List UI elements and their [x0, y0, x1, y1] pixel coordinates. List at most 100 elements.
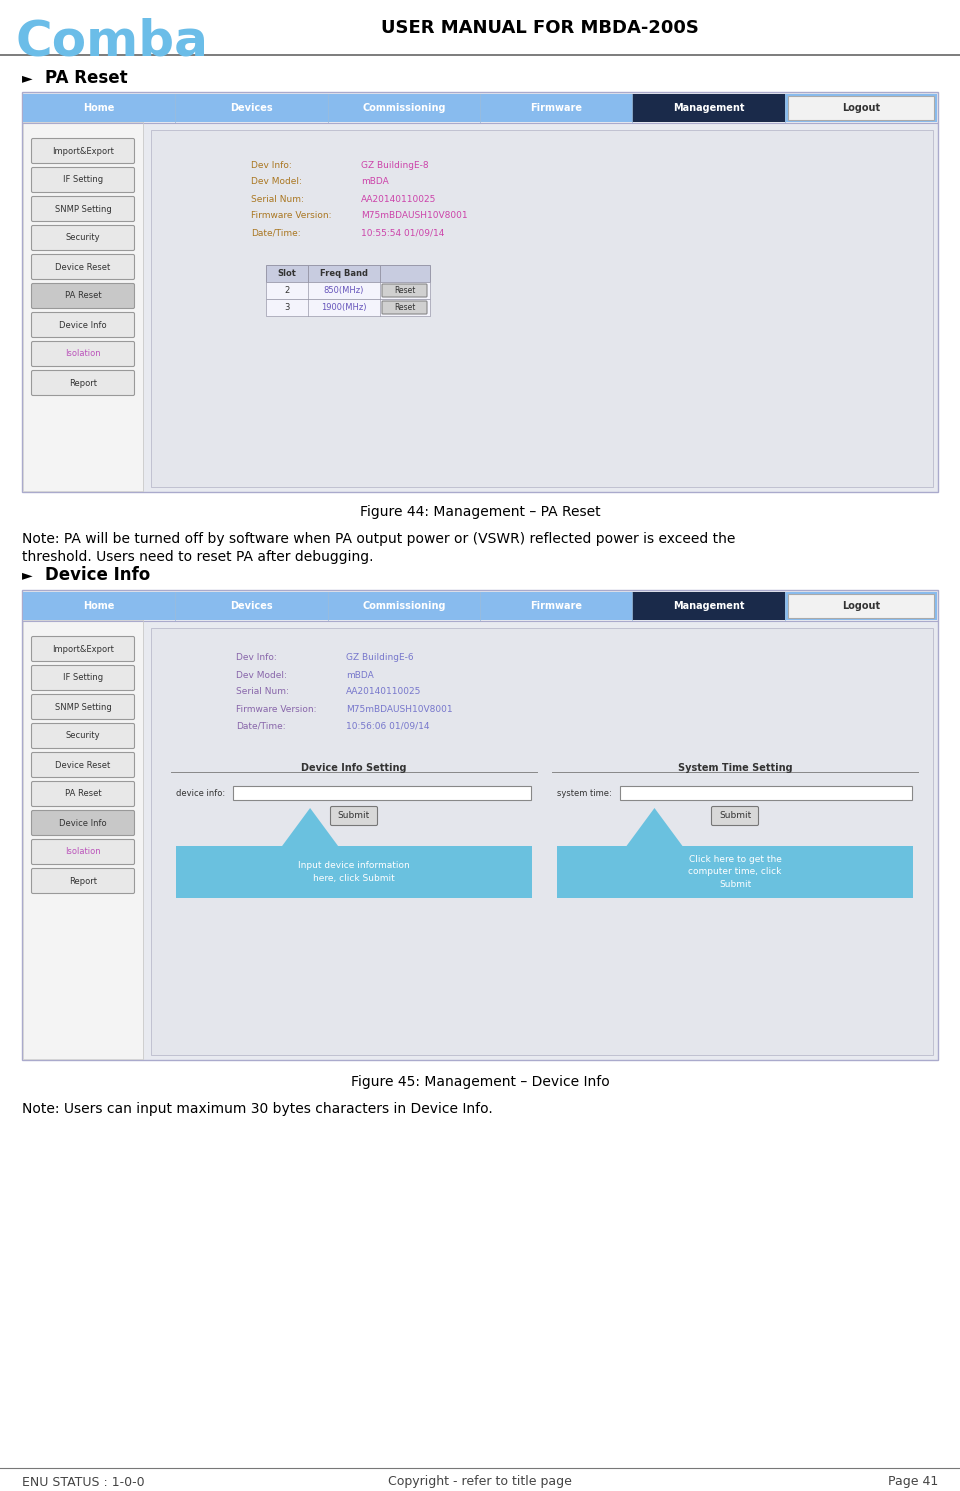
Text: Firmware: Firmware: [530, 601, 582, 611]
Text: PA Reset: PA Reset: [64, 292, 102, 301]
FancyBboxPatch shape: [32, 839, 134, 865]
Text: USER MANUAL FOR MBDA-200S: USER MANUAL FOR MBDA-200S: [381, 19, 699, 37]
Polygon shape: [627, 808, 683, 845]
Bar: [151, 130, 933, 488]
FancyBboxPatch shape: [32, 225, 134, 250]
Bar: [22, 590, 938, 1060]
Text: IF Setting: IF Setting: [63, 674, 103, 683]
Text: Serial Num:: Serial Num:: [251, 194, 304, 203]
Bar: [620, 786, 912, 801]
FancyBboxPatch shape: [32, 370, 134, 395]
Text: 1900(MHz): 1900(MHz): [322, 303, 367, 312]
Text: Dev Model:: Dev Model:: [251, 177, 301, 186]
FancyBboxPatch shape: [32, 341, 134, 367]
Text: 3: 3: [284, 303, 290, 312]
Text: Submit: Submit: [719, 811, 751, 820]
Text: Comba: Comba: [15, 18, 208, 66]
FancyBboxPatch shape: [32, 139, 134, 164]
Text: mBDA: mBDA: [346, 671, 373, 680]
Text: Home: Home: [84, 601, 115, 611]
Text: Firmware Version:: Firmware Version:: [251, 212, 331, 221]
Bar: [266, 282, 430, 300]
Text: 10:55:54 01/09/14: 10:55:54 01/09/14: [361, 228, 444, 237]
Text: Device Info: Device Info: [60, 819, 107, 828]
Text: Security: Security: [65, 234, 100, 243]
Text: Freq Band: Freq Band: [320, 268, 368, 277]
Text: ENU STATUS : 1-0-0: ENU STATUS : 1-0-0: [22, 1476, 145, 1488]
Text: Commissioning: Commissioning: [362, 103, 445, 113]
Text: Report: Report: [69, 877, 97, 886]
Text: Date/Time:: Date/Time:: [251, 228, 300, 237]
Text: System Time Setting: System Time Setting: [678, 763, 792, 772]
FancyBboxPatch shape: [330, 807, 377, 826]
Bar: [557, 845, 913, 898]
Text: Management: Management: [673, 601, 744, 611]
FancyBboxPatch shape: [32, 868, 134, 893]
FancyBboxPatch shape: [32, 167, 134, 192]
Text: threshold. Users need to reset PA after debugging.: threshold. Users need to reset PA after …: [22, 550, 373, 564]
Text: ►: ►: [22, 72, 33, 85]
FancyBboxPatch shape: [32, 665, 134, 690]
Text: ►: ►: [22, 568, 33, 581]
Bar: [176, 845, 532, 898]
Text: SNMP Setting: SNMP Setting: [55, 204, 111, 213]
Text: Slot: Slot: [277, 268, 297, 277]
Text: Copyright - refer to title page: Copyright - refer to title page: [388, 1476, 572, 1488]
FancyBboxPatch shape: [32, 197, 134, 222]
FancyBboxPatch shape: [32, 637, 134, 662]
Bar: [266, 265, 430, 282]
Text: mBDA: mBDA: [361, 177, 389, 186]
FancyBboxPatch shape: [382, 301, 427, 315]
Bar: [151, 628, 933, 1056]
Polygon shape: [282, 808, 338, 845]
Text: AA20140110025: AA20140110025: [361, 194, 437, 203]
FancyBboxPatch shape: [382, 283, 427, 297]
Text: 850(MHz): 850(MHz): [324, 286, 364, 295]
Text: Input device information
here, click Submit: Input device information here, click Sub…: [299, 862, 410, 883]
Text: Logout: Logout: [842, 103, 880, 113]
Bar: [787, 95, 934, 119]
Bar: [22, 92, 938, 492]
Bar: [787, 593, 934, 617]
Text: Figure 45: Management – Device Info: Figure 45: Management – Device Info: [350, 1075, 610, 1088]
FancyBboxPatch shape: [32, 313, 134, 337]
Text: Management: Management: [673, 103, 744, 113]
Text: Firmware Version:: Firmware Version:: [236, 705, 317, 714]
Text: Import&Export: Import&Export: [52, 644, 114, 653]
Text: Device Reset: Device Reset: [56, 262, 110, 271]
FancyBboxPatch shape: [32, 695, 134, 720]
Text: Click here to get the
computer time, click
Submit: Click here to get the computer time, cli…: [688, 854, 781, 889]
Text: 2: 2: [284, 286, 290, 295]
Text: Submit: Submit: [338, 811, 371, 820]
Text: Firmware: Firmware: [530, 103, 582, 113]
Text: SNMP Setting: SNMP Setting: [55, 702, 111, 711]
Text: Devices: Devices: [230, 103, 273, 113]
Bar: [23, 122, 143, 491]
Text: Isolation: Isolation: [65, 349, 101, 358]
Text: Serial Num:: Serial Num:: [236, 687, 289, 696]
Text: Device Info: Device Info: [45, 567, 151, 584]
Text: Report: Report: [69, 379, 97, 388]
Text: Reset: Reset: [394, 286, 415, 295]
Text: Isolation: Isolation: [65, 847, 101, 856]
Text: Home: Home: [84, 103, 115, 113]
Text: PA Reset: PA Reset: [45, 69, 128, 86]
FancyBboxPatch shape: [32, 255, 134, 279]
Text: PA Reset: PA Reset: [64, 790, 102, 799]
FancyBboxPatch shape: [32, 811, 134, 835]
FancyBboxPatch shape: [32, 753, 134, 777]
Text: Device Info: Device Info: [60, 321, 107, 330]
Bar: [233, 786, 531, 801]
Bar: [23, 620, 143, 1059]
Text: Devices: Devices: [230, 601, 273, 611]
Bar: [633, 592, 784, 620]
FancyBboxPatch shape: [32, 283, 134, 309]
Text: Dev Info:: Dev Info:: [236, 653, 276, 662]
Bar: [266, 300, 430, 316]
Text: Device Info Setting: Device Info Setting: [301, 763, 407, 772]
Bar: [23, 592, 937, 620]
Text: 10:56:06 01/09/14: 10:56:06 01/09/14: [346, 722, 429, 731]
Text: M75mBDAUSH10V8001: M75mBDAUSH10V8001: [361, 212, 468, 221]
Text: Page 41: Page 41: [888, 1476, 938, 1488]
Text: Dev Model:: Dev Model:: [236, 671, 287, 680]
